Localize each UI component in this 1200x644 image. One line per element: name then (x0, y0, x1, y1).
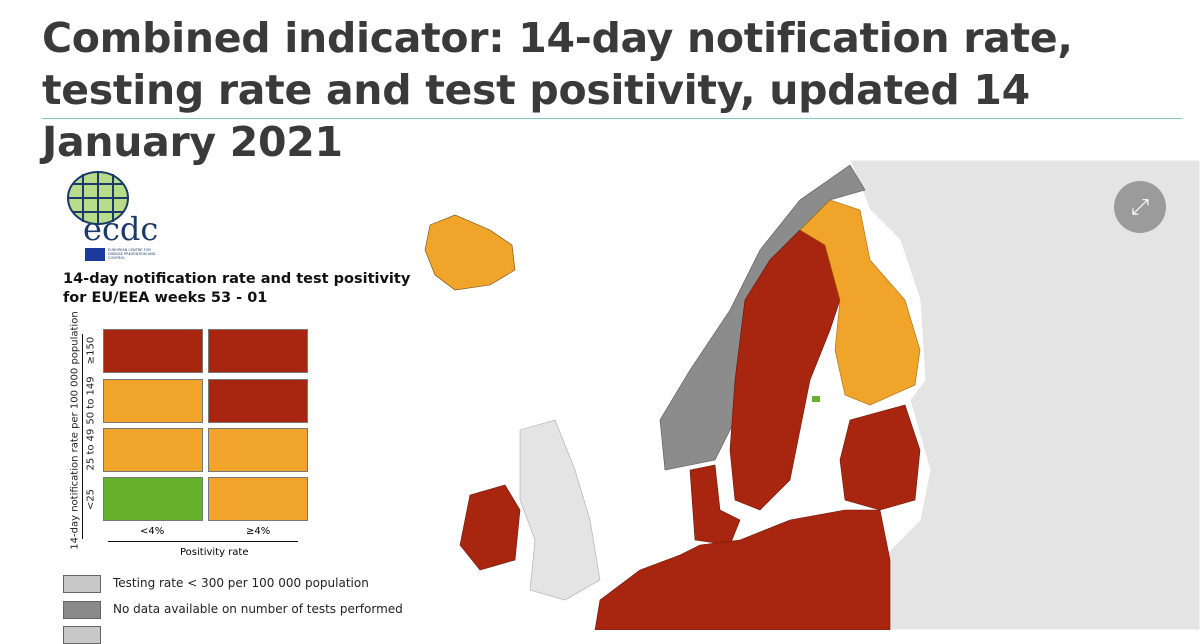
row-label: <25 (85, 488, 97, 511)
baltics (839, 404, 921, 511)
swatch (63, 626, 101, 644)
continent (594, 509, 891, 630)
page-title: Combined indicator: 14-day notification … (42, 14, 1073, 166)
globe-icon (67, 171, 129, 225)
title-divider (42, 118, 1182, 119)
y-axis-label: 14-day notification rate per 100 000 pop… (69, 311, 81, 550)
matrix-cell (103, 477, 203, 521)
matrix-cell (103, 379, 203, 423)
row-label: 50 to 149 (85, 376, 97, 425)
legend-title-line1: 14-day notification rate and test positi… (63, 271, 411, 287)
row-label: 25 to 49 (85, 428, 97, 471)
finland (799, 199, 921, 406)
expand-icon: ⤢ (1131, 194, 1149, 220)
col-label: ≥4% (246, 526, 271, 537)
iceland (424, 214, 516, 291)
light-gray-swatch (63, 575, 101, 593)
russia-region (849, 160, 1200, 630)
legend-item-label: Testing rate < 300 per 100 000 populatio… (113, 576, 369, 590)
y-axis-arrow (82, 334, 83, 539)
aland (812, 396, 820, 402)
matrix-cell (208, 477, 308, 521)
matrix-cell (103, 428, 203, 472)
uk (519, 419, 601, 601)
matrix-cell (208, 428, 308, 472)
legend-title-line2: for EU/EEA weeks 53 - 01 (63, 290, 268, 306)
matrix-cell (208, 329, 308, 373)
denmark (689, 464, 741, 546)
col-label: <4% (140, 526, 165, 537)
x-axis-label: Positivity rate (180, 547, 249, 558)
matrix-cell (103, 329, 203, 373)
row-label: ≥150 (85, 336, 97, 365)
europe-map[interactable] (0, 160, 1200, 630)
matrix-cell (208, 379, 308, 423)
ecdc-logo: ecdc EUROPEAN CENTRE FOR DISEASE PREVENT… (63, 168, 173, 263)
x-axis-arrow (108, 541, 298, 542)
legend-title: 14-day notification rate and test positi… (63, 270, 410, 308)
expand-button[interactable]: ⤢ (1114, 181, 1166, 233)
dark-gray-swatch (63, 601, 101, 619)
legend-item-label: No data available on number of tests per… (113, 602, 403, 616)
ireland (459, 484, 521, 571)
